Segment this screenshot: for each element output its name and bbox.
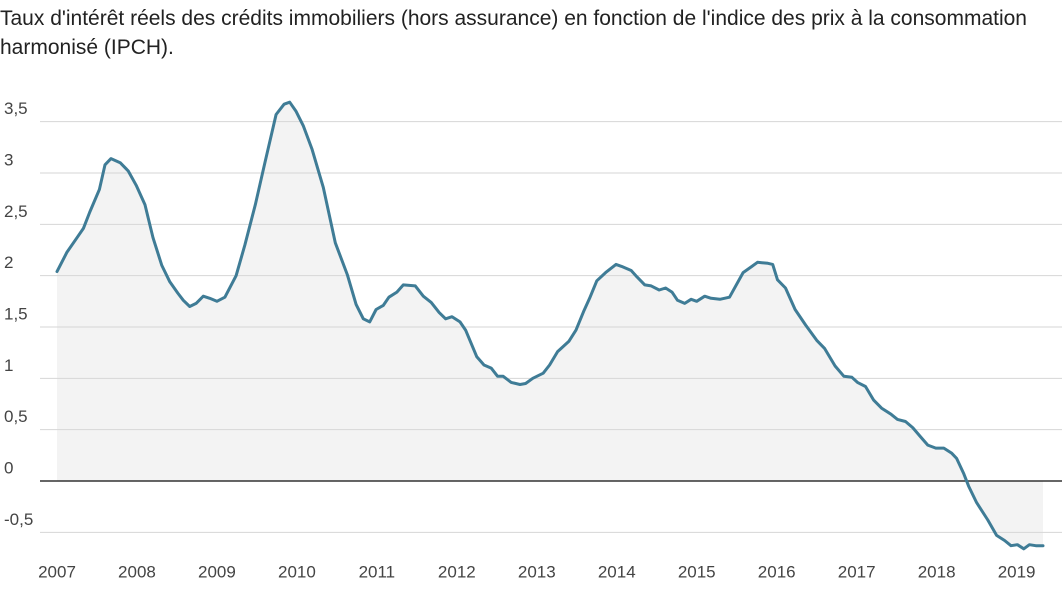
y-tick-label: 2 [4,253,13,272]
x-tick-label: 2010 [278,562,316,581]
x-tick-label: 2013 [518,562,556,581]
x-tick-label: 2019 [998,562,1036,581]
y-tick-label: 2,5 [4,202,28,221]
x-tick-label: 2014 [598,562,636,581]
x-tick-label: 2018 [918,562,956,581]
line [55,100,1045,551]
x-tick-label: 2007 [38,562,76,581]
x-tick-label: 2015 [678,562,716,581]
area [57,102,1043,549]
y-tick-label: 0,5 [4,407,28,426]
x-tick-label: 2012 [438,562,476,581]
y-tick-label: 1 [4,356,13,375]
y-tick-label: 3 [4,150,13,169]
x-tick-label: 2017 [838,562,876,581]
y-tick-label: 3,5 [4,99,28,118]
y-tick-label: 0 [4,458,13,477]
x-tick-label: 2009 [198,562,236,581]
x-tick-label: 2016 [758,562,796,581]
x-tick-label: 2011 [359,562,396,581]
y-tick-label: 1,5 [4,304,28,323]
y-tick-label: -0,5 [4,510,33,529]
chart-title: Taux d'intérêt réels des crédits immobil… [0,7,1027,59]
x-tick-label: 2008 [118,562,156,581]
